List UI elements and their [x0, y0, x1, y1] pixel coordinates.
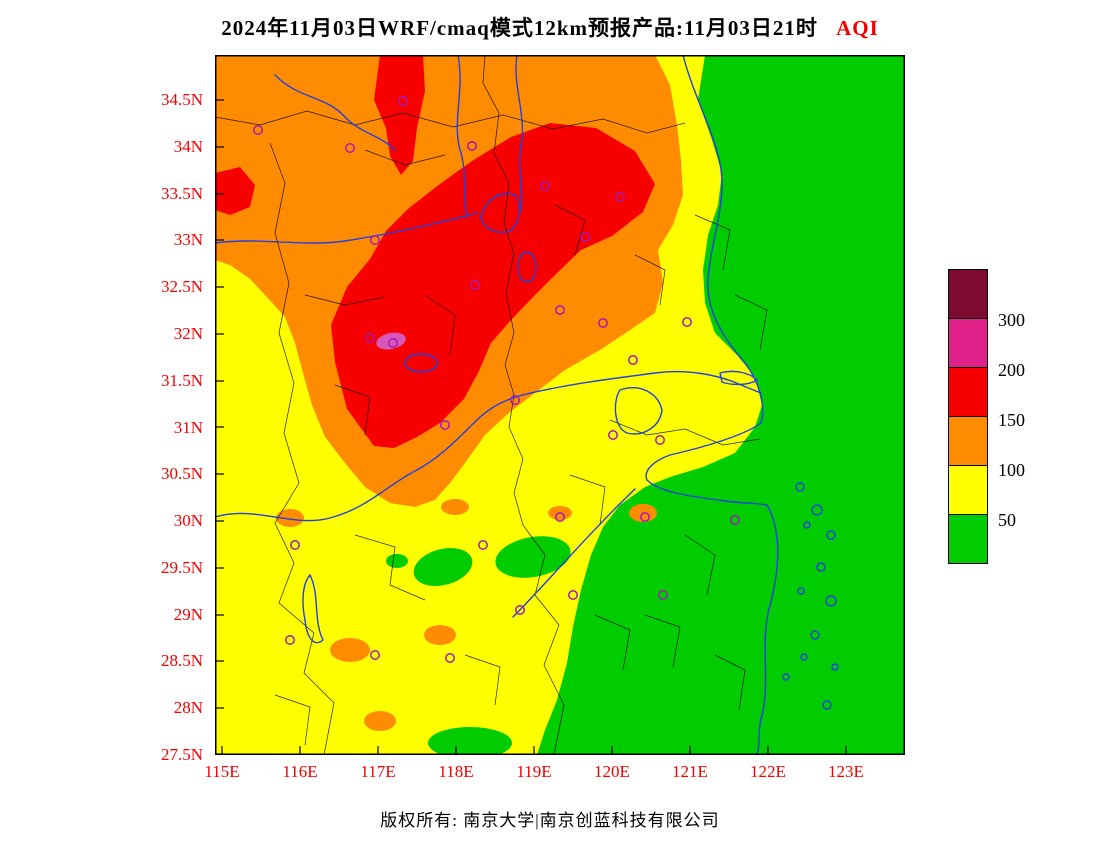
rivers-lakes-coastline — [214, 54, 839, 756]
colorbar-tick-label: 50 — [998, 510, 1016, 530]
chart-title-text: 2024年11月03日WRF/cmaq模式12km预报产品:11月03日21时 — [221, 16, 818, 40]
x-tick-label: 116E — [282, 762, 318, 781]
colorbar-segment-100-150 — [948, 416, 988, 466]
x-tick-label: 117E — [360, 762, 396, 781]
x-tick-label: 120E — [594, 762, 630, 781]
y-tick-label: 34N — [173, 137, 203, 156]
map-area — [214, 54, 905, 759]
colorbar-segment-50-100 — [948, 465, 988, 515]
colorbar-segment-300plus — [948, 269, 988, 319]
city-markers — [253, 96, 740, 663]
aqi-green-patches — [386, 536, 571, 759]
y-tick-label: 32.5N — [160, 277, 203, 296]
y-tick-label: 30.5N — [160, 464, 203, 483]
colorbar-tick-label: 200 — [998, 360, 1025, 380]
y-tick-label: 30N — [173, 511, 203, 530]
y-tick-label: 33N — [173, 230, 203, 249]
y-tick-label: 28.5N — [160, 651, 203, 670]
y-tick-label: 31.5N — [160, 371, 203, 390]
colorbar-tick-label: 100 — [998, 460, 1025, 480]
y-tick-label: 34.5N — [160, 90, 203, 109]
y-tick-label: 29N — [173, 605, 203, 624]
lake-outlines — [302, 193, 759, 644]
chart-title-variable: AQI — [836, 16, 879, 40]
colorbar — [948, 269, 990, 564]
admin-boundaries — [214, 54, 768, 756]
x-tick-label: 122E — [750, 762, 786, 781]
aqi-contour-map — [214, 54, 905, 759]
copyright-text: 版权所有: 南京大学|南京创蓝科技有限公司 — [380, 811, 720, 830]
colorbar-tick-label: 300 — [998, 310, 1025, 330]
aqi-red-regions — [215, 55, 655, 448]
y-tick-label: 27.5N — [160, 745, 203, 764]
map-frame — [215, 55, 905, 755]
axis-ticks — [216, 99, 847, 755]
chart-title: 2024年11月03日WRF/cmaq模式12km预报产品:11月03日21时 … — [0, 12, 1100, 42]
y-tick-label: 29.5N — [160, 558, 203, 577]
y-tick-label: 33.5N — [160, 184, 203, 203]
aqi-orange-patches — [276, 274, 657, 731]
north-rivers — [214, 54, 636, 618]
y-tick-label: 28N — [173, 698, 203, 717]
colorbar-segment-0-50 — [948, 514, 988, 564]
gaoyou-lake — [517, 251, 537, 283]
coastline — [645, 54, 779, 756]
colorbar-segment-150-200 — [948, 367, 988, 417]
yangtze-river — [214, 370, 762, 522]
y-tick-label: 31N — [173, 418, 203, 437]
x-tick-label: 118E — [438, 762, 474, 781]
chaohu-lake — [404, 353, 438, 373]
island-outlines — [782, 482, 839, 710]
aqi-magenta-spot — [376, 332, 406, 350]
colorbar-segment-200-300 — [948, 318, 988, 368]
colorbar-tick-label: 150 — [998, 410, 1025, 430]
x-tick-label: 119E — [516, 762, 552, 781]
x-tick-label: 123E — [828, 762, 864, 781]
y-tick-label: 32N — [173, 324, 203, 343]
x-tick-label: 121E — [672, 762, 708, 781]
x-tick-label: 115E — [204, 762, 240, 781]
